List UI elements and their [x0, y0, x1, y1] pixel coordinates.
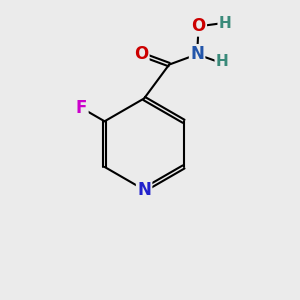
Text: N: N	[190, 45, 204, 63]
Text: O: O	[134, 45, 148, 63]
Text: H: H	[216, 54, 229, 69]
Text: F: F	[76, 99, 87, 117]
Text: N: N	[137, 181, 151, 199]
Text: H: H	[219, 16, 232, 31]
Text: O: O	[191, 17, 206, 35]
